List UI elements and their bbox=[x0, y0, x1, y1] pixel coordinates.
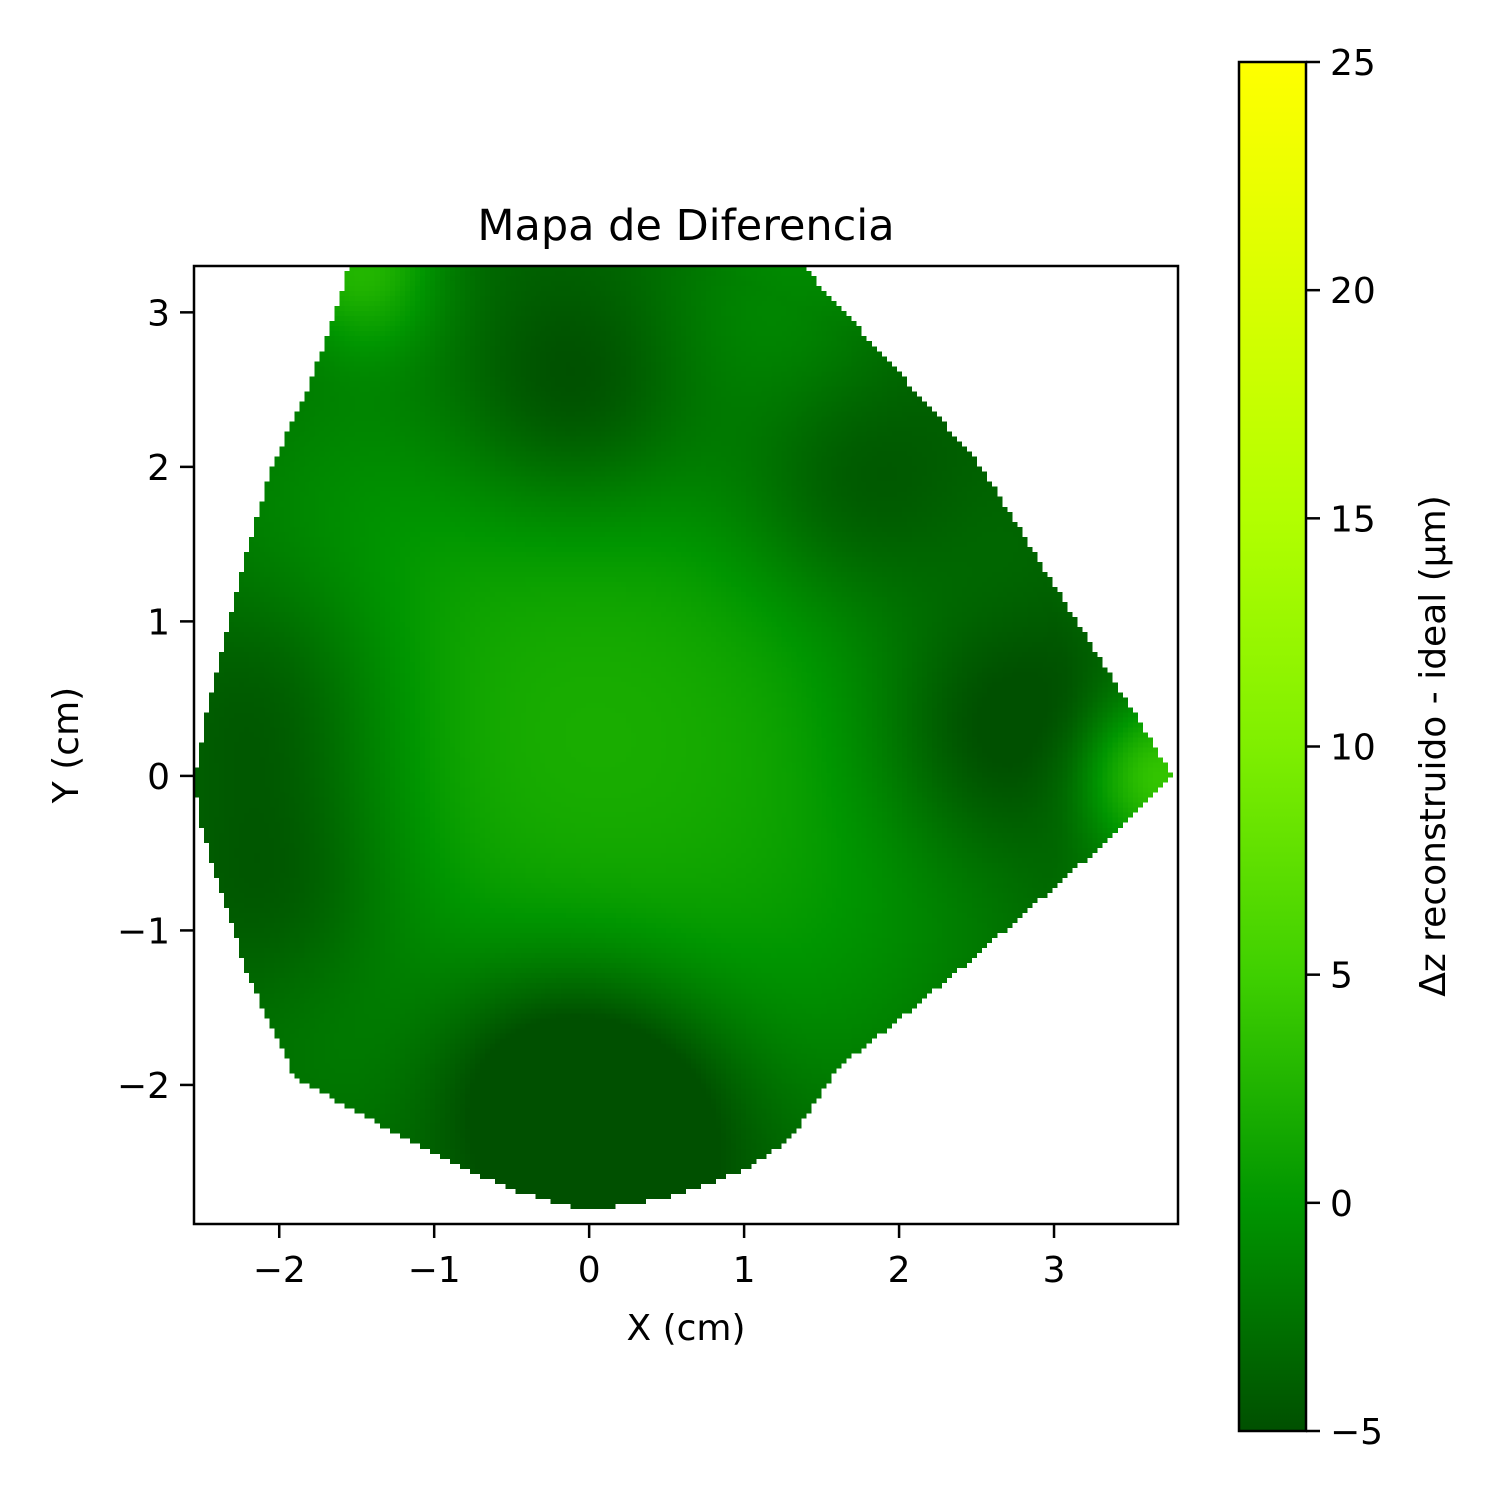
y-tick-label: 2 bbox=[147, 448, 170, 489]
x-tick-label: −1 bbox=[408, 1250, 461, 1291]
x-tick-label: 3 bbox=[1043, 1250, 1066, 1291]
x-tick-label: 0 bbox=[578, 1250, 601, 1291]
plot-frame bbox=[192, 264, 1180, 1226]
x-tick-label: −2 bbox=[253, 1250, 306, 1291]
colorbar-tick-label: 10 bbox=[1330, 728, 1376, 769]
colorbar-tick-label: 20 bbox=[1330, 271, 1376, 312]
y-axis-label: Y (cm) bbox=[46, 687, 87, 804]
colorbar-ticks: −5 0 5 10 15 20 25 bbox=[1306, 43, 1383, 1453]
y-tick-label: 3 bbox=[147, 293, 170, 334]
x-axis-label: X (cm) bbox=[626, 1308, 745, 1349]
colorbar-tick-label: 25 bbox=[1330, 43, 1376, 84]
colorbar-tick-label: 5 bbox=[1330, 956, 1353, 997]
heatmap-area bbox=[194, 266, 1178, 1224]
y-tick-label: 0 bbox=[147, 757, 170, 798]
heatmap-image bbox=[194, 266, 1178, 1224]
colorbar-tick-label: 0 bbox=[1330, 1184, 1353, 1225]
y-tick-label: −1 bbox=[117, 911, 170, 952]
y-tick-label: −2 bbox=[117, 1066, 170, 1107]
colorbar bbox=[1237, 60, 1308, 1433]
y-axis-ticks: −2 −1 0 1 2 3 bbox=[117, 293, 194, 1107]
x-axis-ticks: −2 −1 0 1 2 3 bbox=[253, 1224, 1066, 1291]
chart-title: Mapa de Diferencia bbox=[477, 201, 894, 251]
y-tick-label: 1 bbox=[147, 602, 170, 643]
x-tick-label: 1 bbox=[733, 1250, 756, 1291]
x-tick-label: 2 bbox=[888, 1250, 911, 1291]
colorbar-tick-label: −5 bbox=[1330, 1412, 1383, 1453]
colorbar-label: Δz reconstruido - ideal (µm) bbox=[1413, 495, 1454, 997]
colorbar-tick-label: 15 bbox=[1330, 499, 1376, 540]
